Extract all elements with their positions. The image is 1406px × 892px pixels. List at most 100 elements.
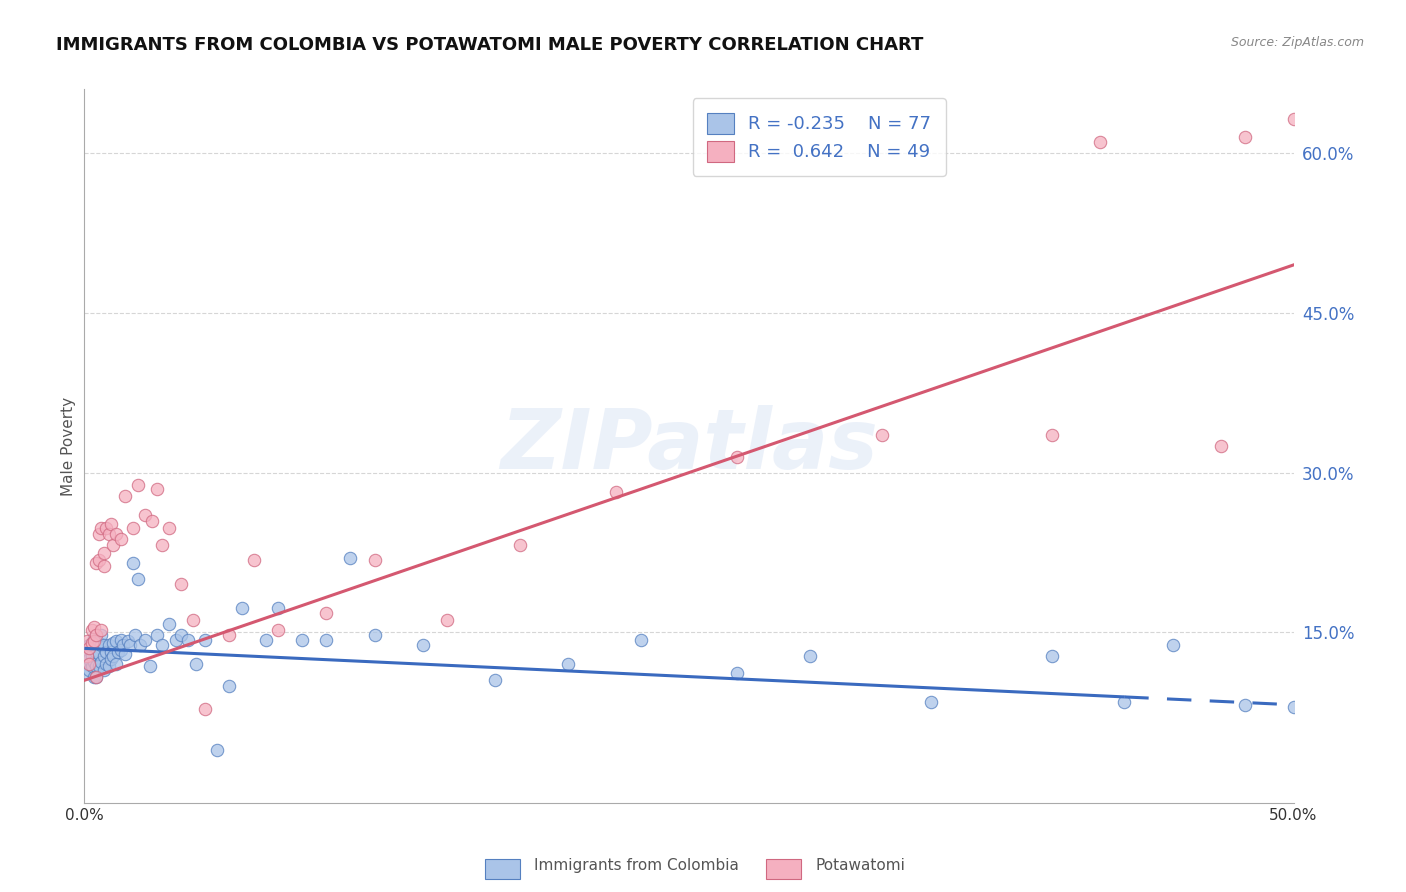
Point: [1282, 700, 1305, 714]
Point: [100, 516, 122, 531]
Point: [141, 514, 163, 528]
Point: [181, 613, 204, 627]
Point: [1088, 136, 1111, 150]
Y-axis label: Male Poverty: Male Poverty: [60, 396, 76, 496]
Point: [509, 538, 531, 552]
Point: [1114, 695, 1136, 709]
Point: [83, 670, 105, 684]
Point: [87, 553, 110, 567]
Point: [165, 632, 187, 647]
Point: [76, 647, 98, 661]
Point: [920, 695, 942, 709]
Point: [117, 634, 139, 648]
Text: Source: ZipAtlas.com: Source: ZipAtlas.com: [1230, 36, 1364, 49]
Point: [93, 545, 115, 559]
Point: [93, 663, 115, 677]
Point: [90, 627, 112, 641]
Point: [231, 600, 253, 615]
Point: [218, 679, 240, 693]
Point: [121, 556, 143, 570]
Point: [86, 627, 108, 641]
Point: [97, 659, 120, 673]
Point: [77, 652, 100, 666]
Point: [94, 657, 117, 672]
Point: [112, 638, 135, 652]
Point: [86, 670, 108, 684]
Point: [267, 624, 290, 638]
Point: [1161, 638, 1184, 652]
Point: [86, 659, 108, 673]
Point: [97, 638, 120, 652]
Point: [76, 657, 98, 672]
Point: [83, 634, 105, 648]
Point: [77, 638, 100, 652]
Point: [339, 550, 361, 565]
Point: [138, 659, 160, 673]
Point: [146, 627, 169, 641]
Point: [86, 634, 108, 648]
Point: [170, 577, 193, 591]
Point: [90, 655, 112, 669]
Point: [80, 659, 103, 673]
Point: [83, 631, 105, 645]
Text: Immigrants from Colombia: Immigrants from Colombia: [534, 858, 740, 872]
Point: [80, 636, 103, 650]
Point: [110, 632, 132, 647]
Point: [83, 620, 105, 634]
Point: [83, 655, 105, 669]
Point: [127, 478, 149, 492]
Point: [80, 624, 103, 638]
Point: [87, 659, 110, 673]
Point: [150, 538, 173, 552]
Point: [77, 641, 100, 656]
Point: [157, 616, 180, 631]
Point: [315, 606, 337, 620]
Point: [1040, 648, 1063, 663]
Point: [1234, 698, 1257, 712]
Point: [76, 634, 98, 648]
Point: [93, 638, 115, 652]
Point: [146, 482, 169, 496]
Point: [77, 657, 100, 672]
Point: [1040, 428, 1063, 442]
Point: [94, 644, 117, 658]
Point: [100, 652, 122, 666]
Point: [107, 644, 129, 658]
Point: [254, 632, 277, 647]
Point: [93, 559, 115, 574]
Point: [120, 638, 142, 652]
Point: [177, 632, 200, 647]
Point: [86, 670, 108, 684]
Point: [76, 648, 98, 663]
Text: IMMIGRANTS FROM COLOMBIA VS POTAWATOMI MALE POVERTY CORRELATION CHART: IMMIGRANTS FROM COLOMBIA VS POTAWATOMI M…: [56, 36, 924, 54]
Point: [436, 613, 458, 627]
Point: [1282, 112, 1305, 126]
Point: [194, 702, 217, 716]
Point: [90, 638, 112, 652]
Point: [86, 556, 108, 570]
Point: [80, 648, 103, 663]
Point: [605, 484, 627, 499]
Point: [94, 521, 117, 535]
Point: [363, 553, 385, 567]
Point: [80, 636, 103, 650]
Point: [150, 638, 173, 652]
Point: [218, 627, 240, 641]
Point: [110, 643, 132, 657]
Point: [170, 627, 193, 641]
Point: [799, 648, 821, 663]
Point: [242, 553, 264, 567]
Point: [104, 634, 127, 648]
Point: [103, 636, 125, 650]
Point: [76, 665, 98, 680]
Point: [103, 648, 125, 663]
Point: [114, 489, 136, 503]
Point: [363, 627, 385, 641]
Point: [100, 644, 122, 658]
Point: [104, 527, 127, 541]
Point: [77, 663, 100, 677]
Point: [129, 638, 152, 652]
Point: [87, 636, 110, 650]
Point: [134, 508, 156, 523]
Point: [725, 450, 748, 464]
